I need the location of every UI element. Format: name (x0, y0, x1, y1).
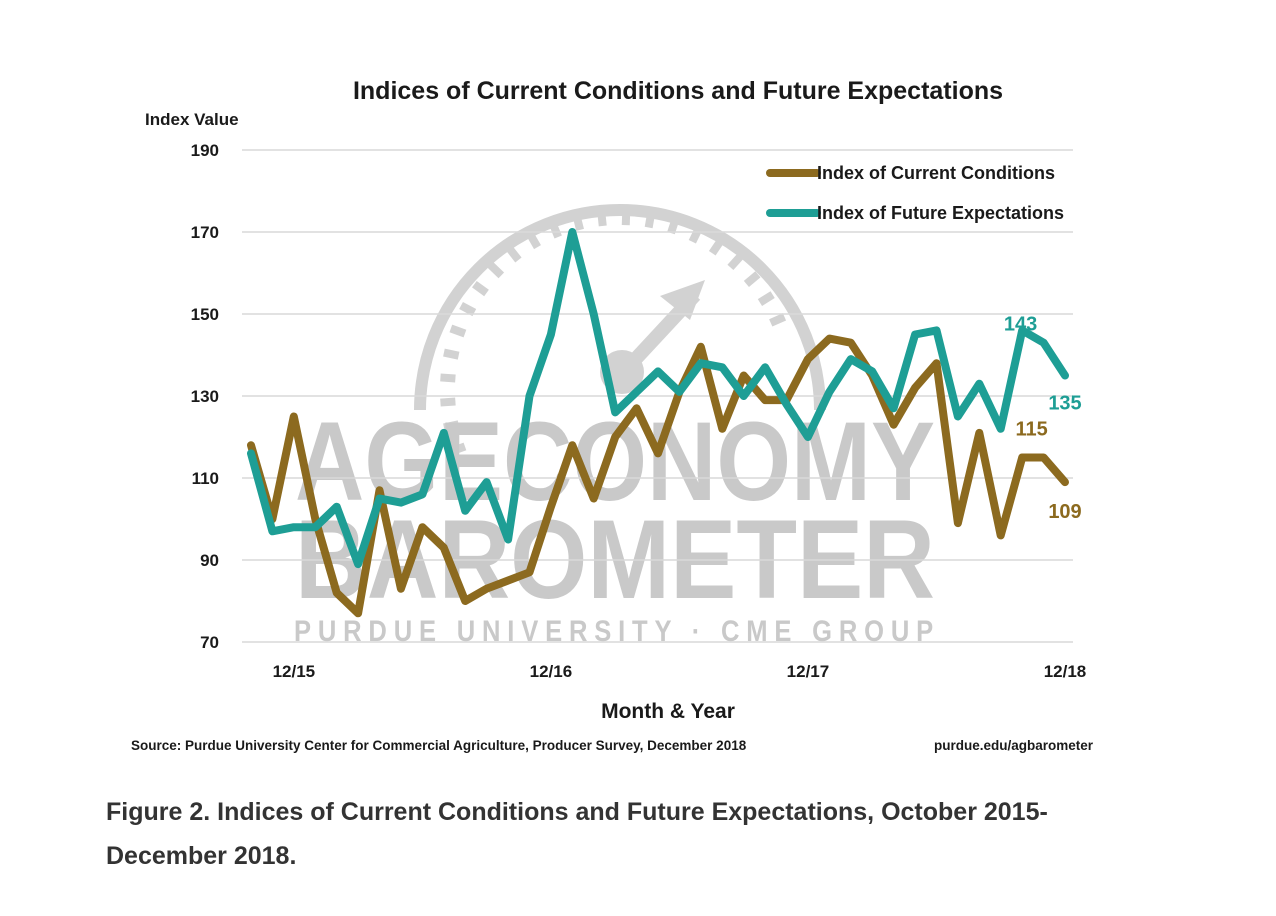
gauge-tick (440, 373, 456, 383)
gauge-tick (743, 271, 761, 288)
gauge-tick (443, 420, 460, 432)
y-tick-label: 130 (191, 387, 219, 406)
gauge-tick (644, 212, 656, 229)
website-note: purdue.edu/agbarometer (934, 738, 1094, 753)
gauge-tick (757, 291, 775, 306)
watermark-line-3: PURDUE UNIVERSITY · CME GROUP (294, 615, 940, 648)
x-tick-label: 12/15 (273, 662, 316, 681)
gauge-tick (459, 301, 477, 317)
gauge-tick (597, 210, 607, 227)
y-axis-ticks: 70 90 110 130 150 170 190 (191, 141, 219, 652)
legend-label: Index of Current Conditions (817, 163, 1055, 183)
y-tick-label: 190 (191, 141, 219, 160)
gauge-tick (688, 226, 703, 244)
data-label: 115 (1015, 419, 1047, 441)
gauge-needle-head (660, 280, 705, 320)
gauge-tick (769, 313, 787, 327)
gauge-tick (526, 232, 541, 250)
x-tick-label: 12/17 (787, 662, 830, 681)
legend: Index of Current Conditions Index of Futu… (766, 163, 1064, 223)
gauge-tick (443, 348, 460, 360)
data-label: 135 (1048, 393, 1081, 415)
gauge-tick (572, 214, 584, 231)
line-chart: AGECONOMY BAROMETER PURDUE UNIVERSITY · … (131, 77, 1094, 753)
gauge-tick (727, 253, 744, 271)
x-axis-ticks: 12/15 12/16 12/17 12/18 (273, 662, 1087, 681)
y-tick-label: 150 (191, 305, 219, 324)
y-tick-label: 110 (192, 469, 219, 488)
gauge-watermark-icon (414, 204, 826, 456)
gauge-tick (621, 209, 631, 226)
gauge-tick (708, 238, 724, 256)
figure-caption: Figure 2. Indices of Current Conditions … (106, 798, 1048, 870)
y-tick-label: 70 (200, 633, 219, 652)
gauge-tick (506, 245, 522, 263)
x-axis-label: Month & Year (601, 700, 735, 723)
series-lines (247, 228, 1069, 618)
y-tick-label: 90 (200, 551, 219, 570)
gauge-tick (487, 262, 505, 279)
gauge-tick (440, 397, 456, 407)
y-axis-label: Index Value (145, 110, 239, 129)
gauge-tick (449, 442, 467, 456)
y-tick-label: 170 (191, 223, 219, 242)
gauge-tick (548, 221, 562, 239)
legend-label: Index of Future Expectations (817, 203, 1064, 223)
series-line-future-expectations (247, 228, 1069, 569)
series-line-current-conditions (247, 334, 1069, 618)
chart-title: Indices of Current Conditions and Future… (353, 77, 1003, 105)
gridlines (242, 149, 1073, 643)
data-label: 109 (1048, 501, 1081, 523)
source-note: Source: Purdue University Center for Com… (131, 738, 747, 753)
gauge-tick (667, 217, 680, 235)
x-tick-label: 12/16 (530, 662, 573, 681)
gauge-tick (449, 324, 467, 338)
x-tick-label: 12/18 (1044, 662, 1087, 681)
gauge-arc (414, 204, 826, 411)
gauge-tick (472, 280, 489, 297)
data-label: 143 (1004, 314, 1037, 336)
